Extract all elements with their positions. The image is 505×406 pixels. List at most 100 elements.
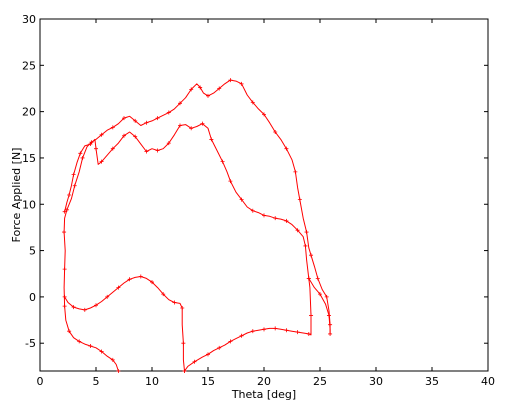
data-point-marker: [88, 343, 93, 348]
data-point-marker: [198, 85, 203, 90]
data-point-marker: [122, 133, 126, 138]
data-point-marker: [306, 276, 311, 281]
data-point-marker: [309, 253, 314, 258]
data-point-marker: [138, 274, 143, 279]
series-line-4: [184, 278, 312, 372]
data-point-marker: [306, 331, 311, 336]
data-point-marker: [318, 292, 322, 297]
x-tick-label: 35: [425, 375, 439, 388]
y-tick-label: 25: [22, 59, 36, 72]
data-point-marker: [62, 230, 67, 235]
x-tick-label: 40: [481, 375, 495, 388]
data-point-marker: [297, 197, 302, 202]
plot-frame: [39, 18, 489, 372]
data-point-marker: [71, 305, 76, 310]
data-point-marker: [144, 120, 149, 125]
data-point-marker: [328, 331, 333, 336]
x-tick-label: 15: [201, 375, 215, 388]
data-point-marker: [71, 172, 76, 177]
series-line-3: [64, 276, 185, 372]
data-point-marker: [78, 151, 83, 156]
data-point-marker: [94, 146, 98, 151]
data-point-marker: [110, 146, 115, 151]
data-point-marker: [133, 118, 138, 123]
data-point-marker: [178, 101, 182, 106]
x-tick-label: 5: [93, 375, 100, 388]
data-point-marker: [326, 313, 331, 318]
data-point-marker: [88, 142, 93, 147]
data-point-marker: [189, 126, 194, 131]
data-point-marker: [62, 267, 67, 272]
data-point-marker: [72, 183, 77, 188]
series-layer: [62, 78, 333, 373]
data-point-marker: [262, 327, 266, 332]
x-tick-label: 30: [369, 375, 383, 388]
data-point-marker: [144, 149, 149, 154]
data-point-marker: [273, 130, 278, 135]
data-point-marker: [181, 341, 186, 346]
data-point-marker: [192, 359, 197, 364]
y-axis-ticks: -5 0 5 10 15 20 25 30: [22, 13, 488, 350]
data-point-marker: [295, 330, 300, 335]
data-point-marker: [62, 304, 67, 309]
y-tick-label: 20: [22, 106, 36, 119]
data-point-marker: [293, 169, 298, 174]
data-point-marker: [309, 313, 314, 318]
x-tick-label: 20: [257, 375, 271, 388]
data-point-marker: [228, 339, 233, 344]
data-point-marker: [189, 87, 194, 92]
data-point-marker: [262, 112, 266, 117]
data-point-marker: [239, 197, 244, 202]
data-point-marker: [62, 209, 67, 214]
data-point-marker: [304, 230, 309, 235]
data-point-marker: [105, 294, 110, 299]
data-point-marker: [62, 294, 67, 299]
data-point-marker: [82, 307, 87, 312]
x-axis-title: Theta [deg]: [231, 388, 296, 401]
data-point-marker: [80, 155, 85, 160]
data-point-marker: [303, 243, 308, 248]
data-point-marker: [99, 132, 104, 137]
series-line-2: [64, 123, 331, 334]
data-point-marker: [182, 369, 187, 373]
x-tick-label: 25: [313, 375, 327, 388]
y-tick-label: 10: [22, 198, 36, 211]
y-tick-label: -5: [25, 337, 36, 350]
data-point-marker: [220, 159, 225, 164]
data-point-marker: [77, 339, 82, 344]
y-axis-title: Force Applied [N]: [10, 148, 23, 243]
data-point-marker: [239, 333, 244, 338]
data-point-marker: [166, 110, 171, 115]
data-point-marker: [228, 179, 233, 184]
data-point-marker: [99, 349, 104, 354]
y-tick-label: 15: [22, 152, 36, 165]
data-point-marker: [67, 329, 72, 334]
data-point-marker: [110, 125, 115, 130]
data-point-marker: [250, 208, 255, 213]
data-point-marker: [99, 159, 104, 164]
y-tick-label: 5: [29, 245, 36, 258]
x-axis-ticks: 0 5 10 15 20 25 30 35 40: [37, 19, 495, 388]
data-point-marker: [172, 300, 177, 305]
data-point-marker: [284, 328, 289, 333]
y-tick-label: 30: [22, 13, 36, 26]
data-point-marker: [239, 81, 244, 86]
data-point-marker: [180, 306, 185, 311]
x-tick-label: 10: [145, 375, 159, 388]
x-tick-label: 0: [37, 375, 44, 388]
data-point-marker: [178, 123, 182, 128]
data-point-marker: [273, 326, 278, 331]
series-line-1: [63, 79, 331, 372]
data-point-marker: [155, 116, 160, 121]
data-point-marker: [273, 216, 278, 221]
data-point-marker: [166, 141, 171, 146]
data-point-marker: [127, 277, 132, 282]
data-point-marker: [110, 357, 115, 362]
data-point-marker: [284, 218, 289, 223]
data-point-marker: [315, 276, 320, 281]
data-point-marker: [94, 303, 98, 308]
data-point-marker: [133, 134, 138, 139]
data-point-marker: [284, 146, 289, 151]
data-point-marker: [250, 100, 255, 105]
